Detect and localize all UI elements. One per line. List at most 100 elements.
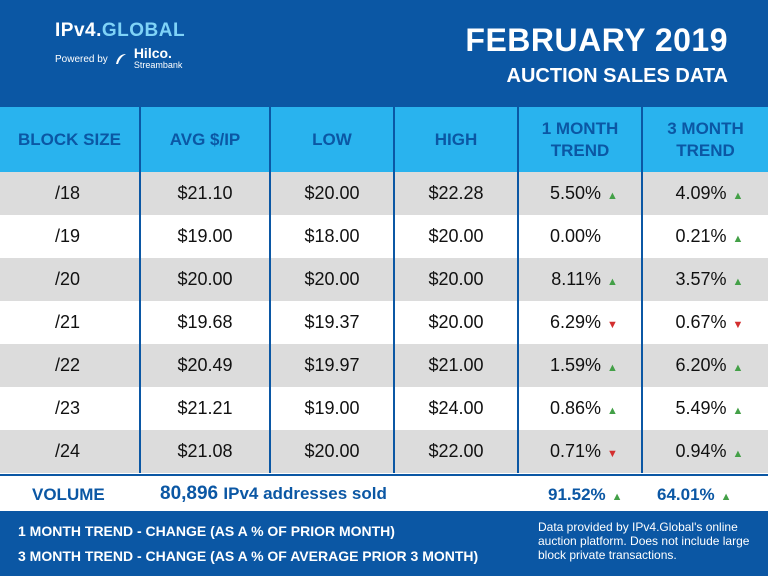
table-row: /20 $20.00 $20.00 $20.00 8.11% ▲ 3.57% ▲	[0, 258, 768, 301]
powered-by-text: Powered by	[55, 53, 108, 65]
low-price-cell: $18.00	[270, 215, 395, 258]
volume-3-month-trend: 64.01% ▲	[657, 485, 735, 505]
volume-count: 80,896 IPv4 addresses sold	[160, 483, 387, 505]
one-month-trend-cell: 6.29% ▼	[518, 301, 643, 344]
trend-up-icon: ▲	[607, 276, 618, 288]
col-3-month-trend-header: 3 MONTH TREND	[642, 107, 768, 172]
volume-label: VOLUME	[32, 485, 105, 504]
low-price-cell: $19.97	[270, 344, 395, 387]
trend-up-icon: ▲	[732, 405, 744, 417]
low-price-cell: $19.00	[270, 387, 395, 430]
volume-3-month-value: 64.01%	[657, 485, 715, 504]
trend-up-icon: ▲	[607, 405, 618, 417]
trend-value: 0.71%	[549, 441, 601, 461]
block-size-cell: /18	[0, 172, 141, 215]
three-month-trend-cell: 3.57% ▲	[642, 258, 768, 301]
auction-sales-table: BLOCK SIZE AVG $/IP LOW HIGH 1 MONTH TREND 3 …	[0, 107, 768, 473]
col-block-size-header: BLOCK SIZE	[0, 107, 141, 172]
trend-value: 1.59%	[549, 355, 601, 375]
trend-up-icon: ▲	[732, 276, 744, 288]
title-month: FEBRUARY 2019	[465, 22, 728, 58]
one-month-trend-cell: 5.50% ▲	[518, 172, 643, 215]
one-month-trend-cell: 0.86% ▲	[518, 387, 643, 430]
three-month-trend-cell: 6.20% ▲	[642, 344, 768, 387]
trend-up-icon: ▲	[607, 362, 618, 374]
trend-value: 6.29%	[549, 312, 601, 332]
three-month-trend-cell: 0.94% ▲	[642, 430, 768, 473]
avg-price-cell: $21.21	[140, 387, 271, 430]
trend-value: 4.09%	[675, 183, 727, 203]
low-price-cell: $20.00	[270, 258, 395, 301]
trend-up-icon: ▲	[611, 491, 623, 503]
col-avg-per-ip-header: AVG $/IP	[140, 107, 271, 172]
block-size-cell: /22	[0, 344, 141, 387]
high-price-cell: $24.00	[394, 387, 519, 430]
block-size-cell: /21	[0, 301, 141, 344]
high-price-cell: $20.00	[394, 301, 519, 344]
ipv4-global-logo: IPv4.GLOBAL Powered by Hilco. Streambank	[55, 20, 185, 71]
volume-row: VOLUME 80,896 IPv4 addresses sold 91.52%…	[0, 474, 768, 513]
trend-value: 3.57%	[675, 269, 727, 289]
trend-value: 5.49%	[675, 398, 727, 418]
volume-1-month-value: 91.52%	[548, 485, 606, 504]
table-row: /18 $21.10 $20.00 $22.28 5.50% ▲ 4.09% ▲	[0, 172, 768, 215]
trend-value: 8.11%	[551, 269, 601, 289]
trend-up-icon: ▲	[732, 233, 744, 245]
table-body: /18 $21.10 $20.00 $22.28 5.50% ▲ 4.09% ▲/19 $19.…	[0, 172, 768, 473]
three-month-trend-cell: 5.49% ▲	[642, 387, 768, 430]
table-row: /23 $21.21 $19.00 $24.00 0.86% ▲ 5.49% ▲	[0, 387, 768, 430]
trend-up-icon: ▲	[732, 362, 744, 374]
one-month-trend-cell: 0.00%	[518, 215, 643, 258]
volume-count-value: 80,896	[160, 483, 219, 504]
trend-down-icon: ▼	[607, 319, 618, 331]
trend-value: 0.94%	[675, 441, 727, 461]
table-row: /24 $21.08 $20.00 $22.00 0.71% ▼ 0.94% ▲	[0, 430, 768, 473]
definition-1-month: 1 MONTH TREND - CHANGE (AS A % OF PRIOR …	[18, 523, 395, 539]
header-banner: IPv4.GLOBAL Powered by Hilco. Streambank …	[0, 0, 768, 107]
col-1-month-trend-header: 1 MONTH TREND	[518, 107, 643, 172]
high-price-cell: $22.00	[394, 430, 519, 473]
trend-value: 0.67%	[675, 312, 727, 332]
high-price-cell: $20.00	[394, 215, 519, 258]
col-low-header: LOW	[270, 107, 395, 172]
trend-up-icon: ▲	[607, 190, 618, 202]
trend-down-icon: ▼	[732, 319, 744, 331]
title-subtitle: AUCTION SALES DATA	[506, 65, 728, 87]
avg-price-cell: $19.00	[140, 215, 271, 258]
trend-up-icon: ▲	[720, 491, 732, 503]
avg-price-cell: $20.00	[140, 258, 271, 301]
hilco-swoosh-icon	[115, 54, 126, 64]
volume-1-month-trend: 91.52% ▲	[548, 485, 626, 505]
trend-up-icon: ▲	[732, 190, 744, 202]
brand-main: IPv4.	[55, 20, 102, 41]
trend-value: 0.00%	[549, 226, 601, 246]
block-size-cell: /23	[0, 387, 141, 430]
high-price-cell: $21.00	[394, 344, 519, 387]
three-month-trend-cell: 0.21% ▲	[642, 215, 768, 258]
low-price-cell: $19.37	[270, 301, 395, 344]
trend-value: 0.86%	[549, 398, 601, 418]
brand-accent: GLOBAL	[101, 20, 186, 41]
trend-up-icon: ▲	[732, 448, 744, 460]
table-row: /21 $19.68 $19.37 $20.00 6.29% ▼ 0.67% ▼	[0, 301, 768, 344]
three-month-trend-cell: 4.09% ▲	[642, 172, 768, 215]
powered-by-line: Powered by Hilco. Streambank	[55, 46, 185, 71]
definition-3-month: 3 MONTH TREND - CHANGE (AS A % OF AVERAG…	[18, 548, 479, 564]
one-month-trend-cell: 0.71% ▼	[518, 430, 643, 473]
one-month-trend-cell: 8.11% ▲	[518, 258, 643, 301]
one-month-trend-cell: 1.59% ▲	[518, 344, 643, 387]
table-header-row: BLOCK SIZE AVG $/IP LOW HIGH 1 MONTH TREND 3 …	[0, 107, 768, 172]
trend-value: 6.20%	[675, 355, 727, 375]
avg-price-cell: $21.08	[140, 430, 271, 473]
trend-value: 0.21%	[675, 226, 727, 246]
trend-value: 5.50%	[549, 183, 601, 203]
high-price-cell: $20.00	[394, 258, 519, 301]
trend-down-icon: ▼	[607, 448, 618, 460]
avg-price-cell: $20.49	[140, 344, 271, 387]
three-month-trend-cell: 0.67% ▼	[642, 301, 768, 344]
volume-count-suffix: IPv4 addresses sold	[223, 484, 387, 503]
avg-price-cell: $19.68	[140, 301, 271, 344]
low-price-cell: $20.00	[270, 172, 395, 215]
block-size-cell: /20	[0, 258, 141, 301]
brand-wordmark: IPv4.GLOBAL	[55, 20, 185, 42]
